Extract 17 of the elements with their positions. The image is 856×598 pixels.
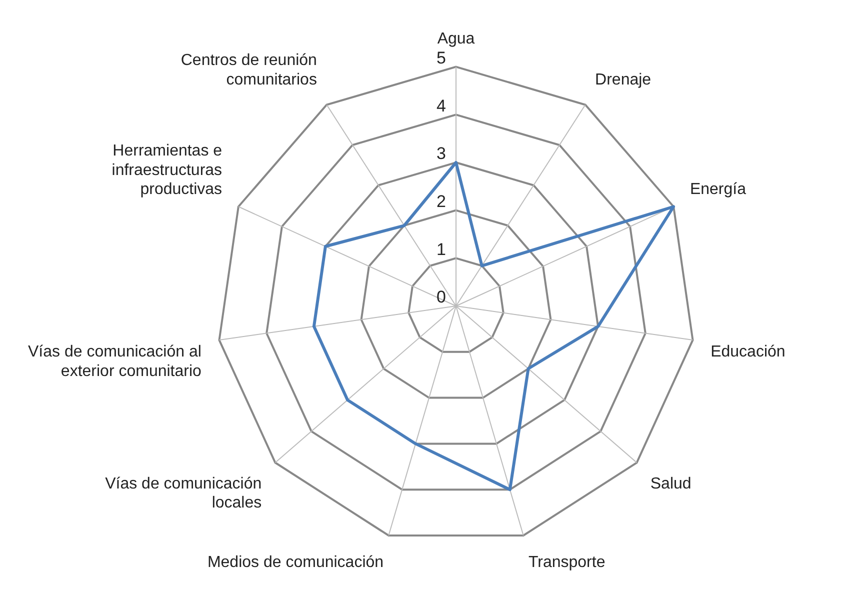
spoke-label: Medios de comunicación [207, 554, 384, 571]
spoke-label: Drenaje [595, 71, 652, 88]
spoke-label: Salud [650, 475, 692, 492]
y-tick-label: 3 [436, 144, 446, 164]
y-tick-label: 5 [436, 48, 446, 68]
spoke-label: Centros de reunión comunitarios [180, 52, 317, 88]
spoke-label: Herramientas e infraestructuras productivas [112, 142, 222, 198]
y-tick-label: 0 [436, 288, 446, 307]
spoke-label: Educación [710, 344, 786, 361]
y-tick-label: 2 [436, 192, 446, 212]
y-tick-label: 4 [436, 96, 446, 116]
spoke-label: Vías de comunicación al exterior comunitario [28, 344, 202, 380]
y-tick-label: 1 [436, 240, 446, 259]
spoke-label: Vías de comunicación locales [105, 475, 262, 512]
spoke-label: Energía [690, 180, 746, 198]
spoke-label: Transporte [528, 554, 606, 571]
spoke-label: Agua [437, 30, 475, 48]
